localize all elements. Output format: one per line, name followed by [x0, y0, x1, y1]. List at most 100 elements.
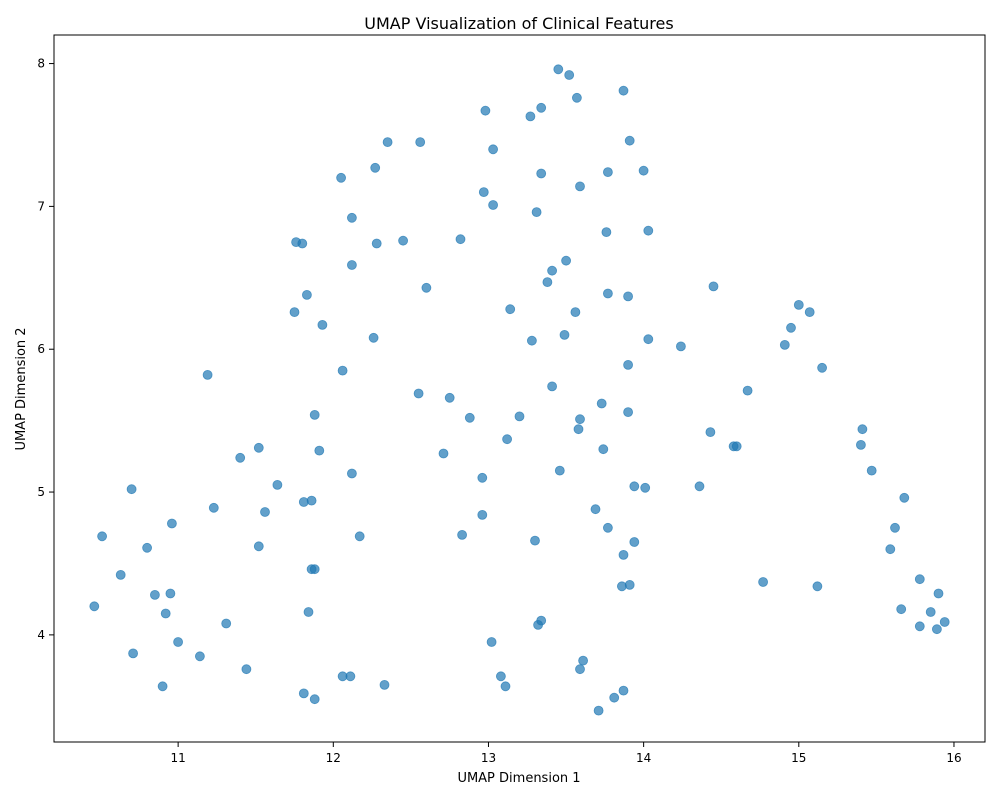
scatter-point	[609, 692, 620, 703]
scatter-point	[149, 590, 160, 600]
scatter-point	[115, 570, 126, 580]
scatter-point	[578, 655, 588, 666]
scatter-point	[643, 225, 654, 236]
scatter-point	[272, 479, 283, 490]
scatter-point	[444, 392, 455, 403]
scatter-point	[530, 535, 540, 546]
scatter-point	[572, 92, 582, 103]
scatter-point	[478, 187, 489, 198]
scatter-point	[914, 621, 925, 632]
scatter-point	[640, 482, 651, 493]
scatter-point	[157, 681, 168, 692]
scatter-point	[289, 307, 300, 318]
scatter-point	[306, 495, 317, 506]
scatter-point	[488, 200, 499, 210]
scatter-point	[624, 580, 635, 590]
scatter-point	[914, 574, 925, 585]
chart-title: UMAP Visualization of Clinical Features	[364, 14, 673, 33]
scatter-point	[618, 85, 629, 96]
scatter-point	[505, 304, 516, 315]
scatter-point	[415, 137, 426, 148]
scatter-point	[413, 388, 424, 399]
scatter-point	[786, 322, 796, 333]
scatter-point	[421, 282, 432, 293]
scatter-point	[514, 411, 525, 422]
scatter-point	[899, 492, 910, 503]
scatter-point	[856, 439, 866, 450]
scatter-point	[705, 427, 716, 438]
scatter-point	[480, 105, 491, 116]
scatter-point	[303, 607, 314, 617]
x-tick-label: 11	[170, 751, 185, 765]
scatter-point	[542, 277, 553, 288]
scatter-point	[623, 359, 633, 370]
scatter-point	[603, 167, 613, 178]
scatter-point	[564, 70, 575, 80]
scatter-point	[309, 694, 320, 705]
y-tick-label: 7	[37, 199, 45, 213]
scatter-point	[817, 362, 827, 373]
scatter-point	[561, 255, 571, 266]
scatter-point	[173, 637, 184, 647]
scatter-point	[601, 227, 612, 238]
scatter-point	[438, 448, 449, 459]
scatter-point	[547, 265, 557, 276]
scatter-point	[531, 207, 542, 218]
scatter-point	[253, 541, 264, 552]
scatter-point	[676, 341, 686, 352]
scatter-point	[643, 334, 654, 345]
scatter-point	[570, 307, 581, 318]
scatter-point	[477, 472, 488, 483]
scatter-point	[457, 530, 468, 540]
scatter-point	[208, 502, 219, 513]
x-tick-label: 14	[636, 751, 651, 765]
scatter-point	[346, 260, 357, 270]
scatter-point	[500, 681, 511, 692]
scatter-point	[939, 617, 950, 627]
scatter-point	[629, 481, 640, 492]
scatter-point	[368, 332, 379, 343]
scatter-point	[708, 281, 719, 292]
scatter-point	[126, 484, 137, 495]
scatter-point	[547, 381, 557, 392]
scatter-point	[379, 680, 390, 690]
scatter-point	[89, 601, 100, 612]
scatter-point	[638, 165, 649, 176]
x-tick-label: 16	[946, 751, 961, 765]
y-tick-label: 6	[37, 342, 45, 356]
scatter-point	[527, 335, 537, 346]
scatter-point	[142, 542, 153, 553]
scatter-point	[165, 588, 176, 599]
scatter-point	[575, 414, 585, 425]
scatter-point	[559, 329, 570, 340]
scatter-point	[337, 365, 348, 376]
scatter-point	[694, 481, 705, 492]
scatter-point	[202, 369, 213, 380]
scatter-point	[553, 64, 564, 75]
scatter-point	[314, 445, 325, 456]
scatter-point	[793, 299, 804, 310]
scatter-point	[885, 544, 896, 555]
scatter-point	[624, 135, 635, 146]
scatter-point	[623, 407, 633, 418]
scatter-point	[488, 144, 499, 155]
scatter-point	[336, 172, 347, 183]
scatter-point	[933, 588, 944, 599]
x-axis-label: UMAP Dimension 1	[457, 771, 580, 786]
scatter-point	[128, 648, 139, 659]
plot-frame	[53, 34, 986, 743]
scatter-point	[598, 444, 609, 455]
scatter-point	[382, 137, 393, 148]
scatter-point	[896, 604, 907, 615]
scatter-point	[603, 288, 613, 299]
scatter-point	[160, 608, 171, 619]
scatter-point	[623, 291, 633, 302]
scatter-point	[593, 705, 604, 716]
scatter-point	[554, 465, 565, 476]
scatter-point	[97, 531, 107, 542]
scatter-point	[731, 441, 742, 452]
scatter-point	[573, 424, 584, 435]
scatter-point	[596, 398, 607, 409]
scatter-point	[603, 522, 613, 533]
